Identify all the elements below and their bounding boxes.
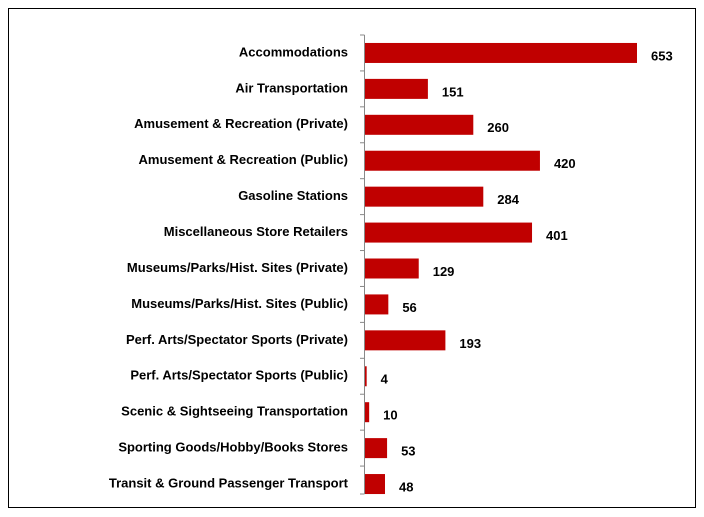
- value-label: 260: [487, 120, 509, 135]
- value-label: 129: [433, 264, 455, 279]
- value-label: 4: [381, 372, 389, 387]
- chart-border: [8, 8, 696, 508]
- value-label: 10: [383, 408, 397, 423]
- category-label: Transit & Ground Passenger Transport: [109, 475, 349, 490]
- category-label: Museums/Parks/Hist. Sites (Private): [127, 260, 348, 275]
- category-label: Miscellaneous Store Retailers: [164, 224, 348, 239]
- bar: [365, 114, 474, 135]
- bar: [365, 438, 388, 459]
- value-label: 151: [442, 84, 464, 99]
- bar: [365, 474, 385, 495]
- category-label: Amusement & Recreation (Private): [134, 116, 348, 131]
- bar: [365, 222, 533, 243]
- value-label: 193: [459, 336, 481, 351]
- value-label: 401: [546, 228, 568, 243]
- value-label: 56: [402, 300, 416, 315]
- bar: [365, 366, 367, 387]
- value-label: 420: [554, 156, 576, 171]
- bar: [365, 258, 419, 279]
- category-label: Scenic & Sightseeing Transportation: [121, 404, 348, 419]
- bar: [365, 294, 389, 315]
- bar: [365, 78, 428, 99]
- bar: [365, 150, 540, 171]
- bar: [365, 42, 637, 63]
- category-label: Museums/Parks/Hist. Sites (Public): [131, 296, 348, 311]
- value-label: 284: [497, 192, 519, 207]
- value-label: 653: [651, 48, 673, 63]
- category-label: Sporting Goods/Hobby/Books Stores: [118, 440, 348, 455]
- bar: [365, 330, 446, 351]
- category-label: Accommodations: [239, 44, 348, 59]
- category-label: Gasoline Stations: [238, 188, 348, 203]
- bar: [365, 402, 370, 423]
- value-label: 53: [401, 444, 415, 459]
- category-label: Perf. Arts/Spectator Sports (Private): [126, 332, 348, 347]
- bar: [365, 186, 484, 207]
- value-label: 48: [399, 479, 413, 494]
- category-label: Perf. Arts/Spectator Sports (Public): [130, 368, 348, 383]
- category-label: Amusement & Recreation (Public): [139, 152, 349, 167]
- category-label: Air Transportation: [235, 80, 348, 95]
